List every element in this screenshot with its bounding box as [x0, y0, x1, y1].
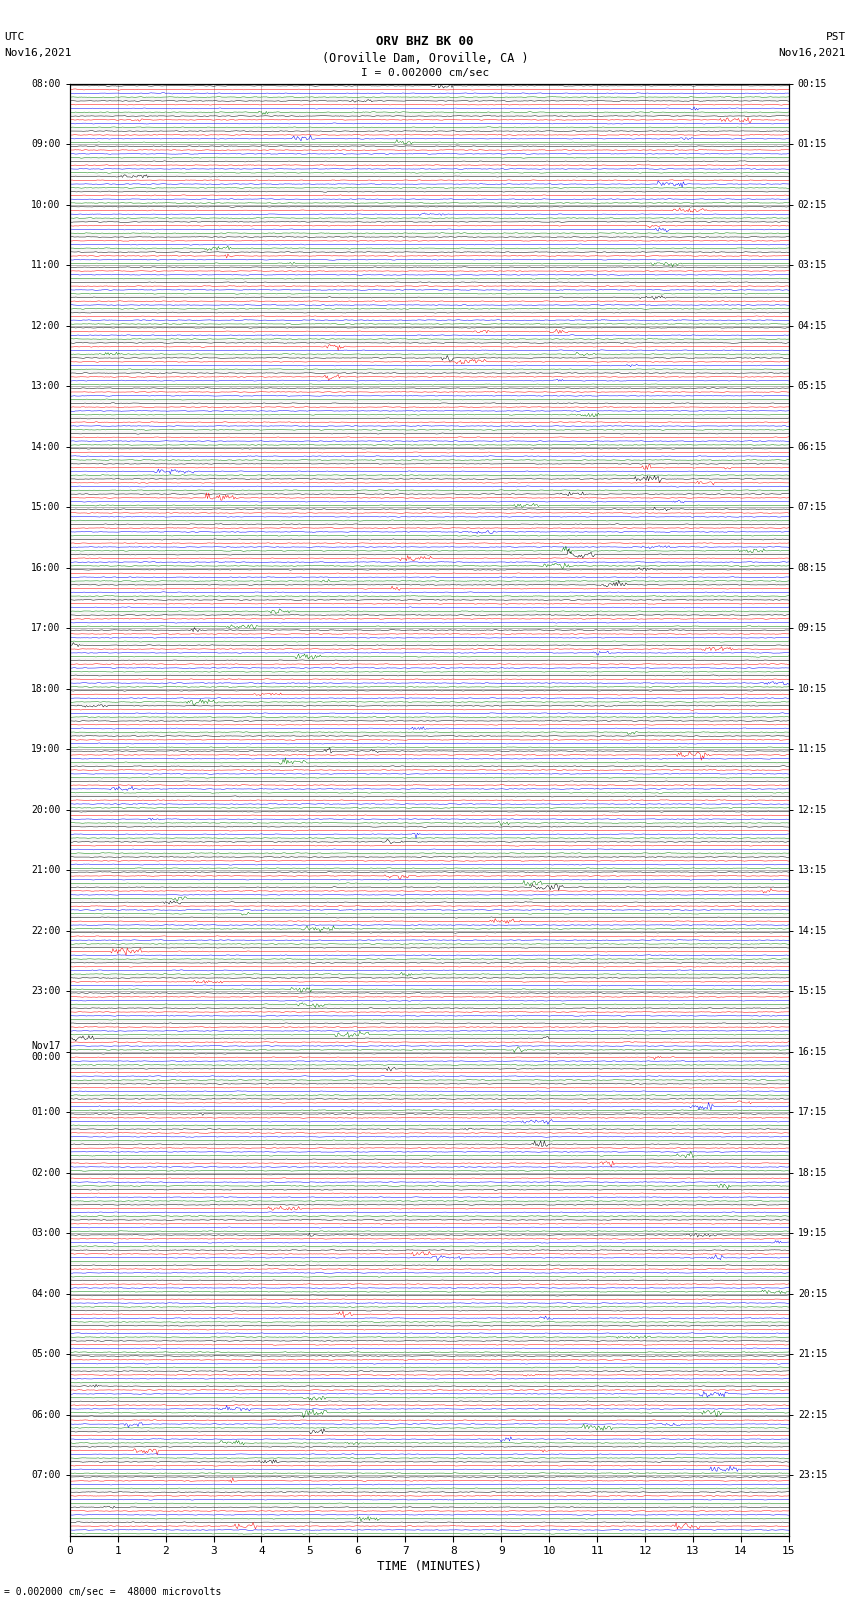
Text: Nov16,2021: Nov16,2021	[4, 48, 71, 58]
Text: ORV BHZ BK 00: ORV BHZ BK 00	[377, 35, 473, 48]
Text: (Oroville Dam, Oroville, CA ): (Oroville Dam, Oroville, CA )	[321, 52, 529, 65]
Text: UTC: UTC	[4, 32, 25, 42]
Text: Nov16,2021: Nov16,2021	[779, 48, 846, 58]
Text: PST: PST	[825, 32, 846, 42]
Text: I = 0.002000 cm/sec: I = 0.002000 cm/sec	[361, 68, 489, 77]
X-axis label: TIME (MINUTES): TIME (MINUTES)	[377, 1560, 482, 1573]
Text: = 0.002000 cm/sec =  48000 microvolts: = 0.002000 cm/sec = 48000 microvolts	[4, 1587, 222, 1597]
